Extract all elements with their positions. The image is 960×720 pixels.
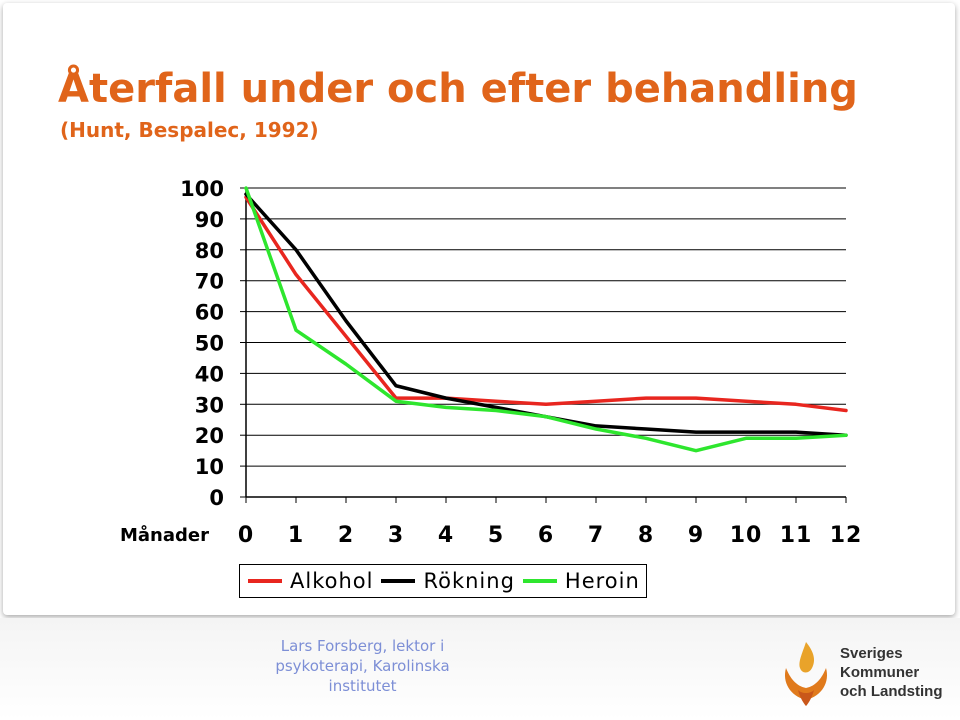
x-tick-label-2: 2 [338, 523, 354, 548]
y-tick-label-80: 80 [195, 239, 224, 263]
series-line-heroin [244, 186, 848, 453]
series-line-alkohol [244, 195, 848, 413]
y-tick-label-10: 10 [195, 455, 224, 479]
organization-logo: Sveriges Kommuner och Landsting [778, 638, 948, 708]
legend-item-alkohol: Alkohol [248, 569, 373, 593]
y-tick-label-100: 100 [180, 177, 224, 201]
x-tick-label-0: 0 [238, 523, 254, 548]
slide-subtitle: (Hunt, Bespalec, 1992) [60, 118, 319, 142]
legend-swatch-heroin [522, 579, 557, 583]
legend-label-heroin: Heroin [564, 569, 640, 593]
series-line-rokning [244, 192, 848, 437]
logo-line-2: Kommuner [840, 664, 920, 681]
logo-wordmark: Sveriges Kommuner och Landsting [840, 644, 943, 701]
y-tick-label-40: 40 [195, 362, 224, 386]
x-tick-label-1: 1 [288, 523, 304, 548]
logo-line-3: och Landsting [840, 683, 943, 700]
x-tick-label-8: 8 [638, 523, 654, 548]
y-tick-label-70: 70 [195, 270, 224, 294]
chart-legend: Alkohol Rökning Heroin [239, 564, 647, 598]
legend-item-rokning: Rökning [381, 569, 514, 593]
legend-item-heroin: Heroin [522, 569, 640, 593]
legend-label-alkohol: Alkohol [290, 569, 374, 593]
author-credit: Lars Forsberg, lektor i psykoterapi, Kar… [275, 637, 450, 695]
sklvpa-flame-logo-icon [784, 642, 828, 706]
y-tick-label-50: 50 [195, 332, 224, 356]
logo-line-1: Sveriges [840, 645, 903, 662]
x-tick-label-4: 4 [438, 523, 454, 548]
y-tick-label-60: 60 [195, 301, 224, 325]
y-tick-label-20: 20 [195, 424, 224, 448]
x-axis-label: Månader [120, 524, 209, 546]
x-tick-label-7: 7 [588, 523, 604, 548]
legend-swatch-alkohol [248, 579, 282, 583]
footer-band [0, 618, 960, 720]
slide-card [3, 3, 955, 615]
legend-swatch-rokning [381, 579, 416, 583]
x-tick-label-9: 9 [688, 523, 704, 548]
y-tick-label-0: 0 [209, 486, 224, 510]
x-tick-label-5: 5 [488, 523, 504, 548]
slide-title: Återfall under och efter behandling [58, 66, 858, 112]
y-tick-label-30: 30 [195, 393, 224, 417]
x-tick-label-3: 3 [388, 523, 404, 548]
legend-label-rokning: Rökning [423, 569, 515, 593]
x-tick-label-11: 11 [780, 523, 813, 548]
x-tick-label-10: 10 [730, 523, 763, 548]
x-tick-label-12: 12 [830, 523, 863, 548]
x-tick-label-6: 6 [538, 523, 554, 548]
y-tick-label-90: 90 [195, 208, 224, 232]
